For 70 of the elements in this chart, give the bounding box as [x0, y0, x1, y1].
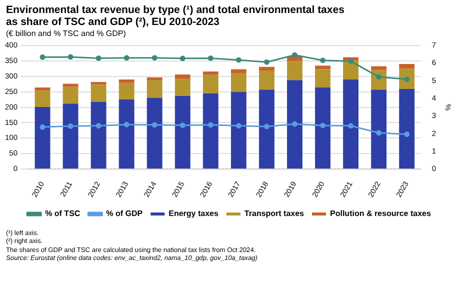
point — [124, 55, 130, 61]
bar — [315, 66, 330, 70]
bar — [258, 70, 274, 90]
bar — [230, 69, 246, 73]
legend-label: Energy taxes — [168, 209, 219, 218]
bar — [62, 86, 78, 104]
legend-label: Pollution & resource taxes — [330, 209, 432, 218]
chart-title: Environmental tax revenue by type (¹) and total environmental taxes as share of TSC and GDP (²), EU 2010-2023 — [6, 4, 346, 28]
bar — [174, 96, 190, 169]
point — [96, 123, 102, 129]
bar — [230, 92, 246, 169]
point — [68, 54, 74, 60]
point — [348, 58, 354, 64]
point — [152, 122, 158, 128]
bar — [371, 90, 387, 169]
bar — [34, 88, 50, 91]
point — [292, 121, 298, 127]
point — [152, 55, 158, 61]
bar — [230, 72, 246, 92]
point — [96, 55, 102, 61]
bar — [287, 80, 302, 169]
point — [40, 54, 46, 60]
point — [236, 123, 242, 129]
legend-label: % of GDP — [106, 209, 144, 218]
bar — [146, 98, 162, 169]
bar — [343, 79, 358, 169]
bar — [399, 89, 415, 169]
bar — [146, 77, 162, 80]
point — [208, 55, 214, 61]
bar — [315, 69, 330, 88]
point — [124, 122, 130, 128]
bar — [202, 74, 218, 94]
bar — [118, 100, 134, 169]
chart-subtitle: (€ billion and % TSC and % GDP) — [6, 29, 127, 38]
point — [404, 132, 410, 138]
point — [40, 124, 46, 130]
point — [264, 59, 270, 65]
bar — [90, 82, 106, 85]
point — [180, 56, 186, 62]
bar — [34, 106, 50, 169]
bar — [315, 88, 330, 169]
point — [236, 57, 242, 63]
point — [180, 122, 186, 128]
bar — [90, 102, 106, 169]
bar — [399, 64, 415, 69]
point — [264, 124, 270, 130]
bar — [371, 66, 387, 70]
legend-label: Transport taxes — [244, 209, 305, 218]
point — [320, 58, 326, 64]
bar — [34, 90, 50, 107]
point — [376, 130, 382, 136]
bar — [287, 61, 302, 80]
point — [320, 122, 326, 128]
bar — [118, 82, 134, 100]
point — [292, 52, 298, 58]
bar — [118, 79, 134, 83]
point — [68, 123, 74, 129]
bar — [62, 84, 78, 87]
bar — [62, 104, 78, 169]
bar — [174, 78, 190, 96]
bar — [90, 84, 106, 102]
bar — [174, 74, 190, 79]
bar — [258, 66, 274, 71]
legend-label: % of TSC — [45, 209, 80, 218]
point — [208, 122, 214, 128]
bar — [202, 71, 218, 75]
bar — [146, 80, 162, 98]
point — [348, 123, 354, 129]
bar — [258, 90, 274, 169]
bar — [202, 93, 218, 169]
